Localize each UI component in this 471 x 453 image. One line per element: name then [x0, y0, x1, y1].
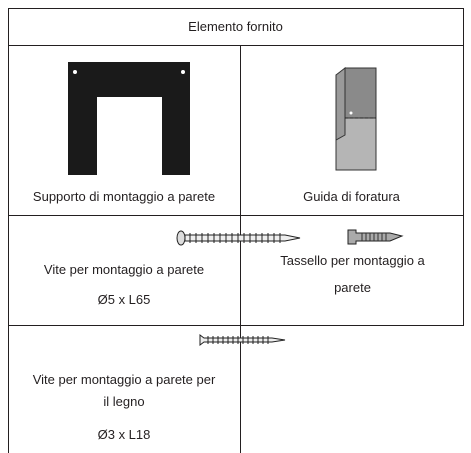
- border: [8, 215, 463, 216]
- border: [8, 8, 9, 453]
- bracket-hole: [73, 70, 77, 74]
- item-label: Guida di foratura: [303, 189, 400, 204]
- item-label: Supporto di montaggio a parete: [32, 189, 216, 204]
- guide-icon: [335, 66, 377, 171]
- item-label: Vite per montaggio a parete: [43, 262, 205, 277]
- item-label: Tassello per montaggio a parete: [280, 253, 425, 295]
- item-size: Ø3 x L18: [97, 427, 151, 442]
- wood-screw-icon: [199, 334, 286, 346]
- bracket-hole: [181, 70, 185, 74]
- bracket-icon: [68, 62, 190, 175]
- item-size: Ø5 x L65: [97, 292, 151, 307]
- anchor-icon: [347, 229, 404, 245]
- border: [8, 45, 463, 46]
- table-header: Elemento fornito: [188, 19, 283, 34]
- item-label: Vite per montaggio a parete per il legno: [32, 372, 216, 409]
- border: [463, 8, 464, 326]
- border: [8, 325, 463, 326]
- screw-icon: [176, 230, 301, 246]
- border: [240, 45, 241, 453]
- border: [8, 8, 463, 9]
